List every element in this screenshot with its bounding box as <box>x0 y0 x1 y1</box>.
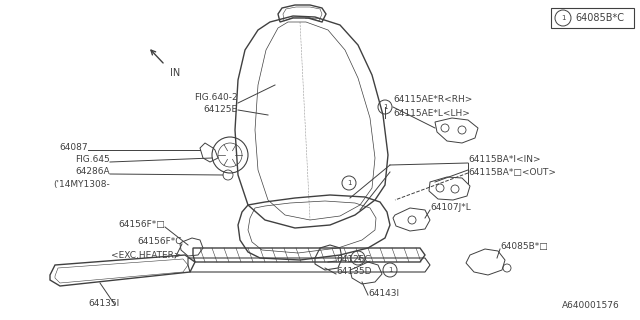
Text: 64085B*□: 64085B*□ <box>500 243 548 252</box>
Text: 64115AE*R<RH>: 64115AE*R<RH> <box>393 95 472 105</box>
Text: 64085B*C: 64085B*C <box>575 13 624 23</box>
Text: 64107J*L: 64107J*L <box>430 204 471 212</box>
Text: FIG.645: FIG.645 <box>76 156 110 164</box>
Text: 64135I: 64135I <box>88 299 119 308</box>
Text: A640001576: A640001576 <box>563 301 620 310</box>
Text: 64143I: 64143I <box>368 289 399 298</box>
Text: IN: IN <box>170 68 180 78</box>
Text: 64156F*C: 64156F*C <box>138 237 182 246</box>
Text: FIG.640-2: FIG.640-2 <box>195 92 238 101</box>
Text: 64115AE*L<LH>: 64115AE*L<LH> <box>393 108 470 117</box>
Text: 64135D: 64135D <box>336 268 371 276</box>
Text: ('14MY1308-: ('14MY1308- <box>53 180 110 188</box>
Text: 64286A: 64286A <box>76 167 110 177</box>
Bar <box>551 8 634 28</box>
Text: <EXC.HEATER>: <EXC.HEATER> <box>111 252 182 260</box>
Text: 64125E: 64125E <box>204 106 238 115</box>
Text: 1: 1 <box>388 267 392 273</box>
Text: 1: 1 <box>383 104 387 110</box>
Text: 64115BA*□<OUT>: 64115BA*□<OUT> <box>468 169 556 178</box>
Text: 64156F*□: 64156F*□ <box>118 220 165 229</box>
Text: 64125C: 64125C <box>336 254 371 263</box>
Text: 1: 1 <box>561 15 565 21</box>
Text: 1: 1 <box>356 255 360 261</box>
Text: 1: 1 <box>347 180 351 186</box>
Text: 64087: 64087 <box>60 143 88 153</box>
Text: 64115BA*I<IN>: 64115BA*I<IN> <box>468 156 541 164</box>
